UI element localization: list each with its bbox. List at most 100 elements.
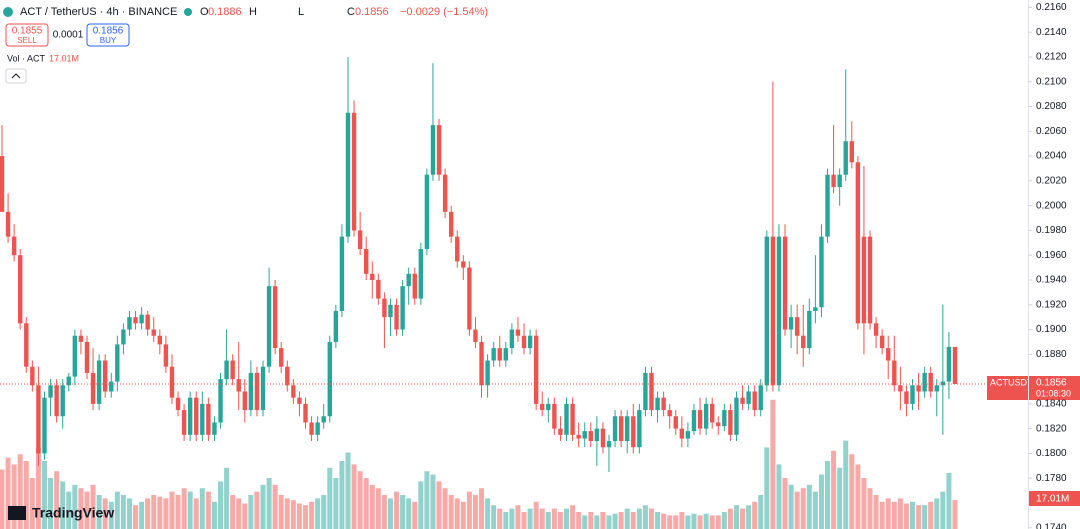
candle-body	[898, 385, 903, 392]
volume-bar	[873, 495, 879, 529]
candle-body	[892, 360, 897, 386]
candle-body	[540, 403, 545, 411]
volume-bar	[466, 491, 472, 529]
candle-body	[552, 403, 557, 429]
candle-body	[187, 397, 193, 435]
y-tick-label: 0.2120	[1036, 52, 1067, 63]
candle-body	[625, 416, 630, 442]
sell-button[interactable]	[5, 23, 49, 47]
volume-bar	[114, 491, 120, 529]
collapse-icon	[11, 73, 21, 79]
candles	[0, 56, 958, 473]
volume-bar	[703, 513, 709, 529]
volume-bar	[242, 503, 248, 529]
volume-bar	[661, 513, 667, 529]
ohlc-label: L	[298, 6, 304, 18]
volume-bar	[454, 498, 460, 529]
candle-body	[279, 348, 284, 367]
symbol-title: ACT / TetherUS · 4h · BINANCE	[20, 6, 177, 18]
volume-bar	[72, 484, 78, 529]
candle-body	[886, 348, 891, 361]
volume-bar	[381, 495, 387, 529]
candle-body	[36, 385, 41, 454]
volume-bar	[406, 498, 412, 529]
candle-body	[558, 428, 563, 435]
candle-body	[42, 397, 47, 454]
candle-body	[315, 422, 320, 435]
volume-bar	[472, 495, 478, 529]
candle-body	[169, 366, 175, 398]
volume-bar	[910, 501, 915, 529]
candle-body	[825, 174, 830, 237]
volume-bar	[23, 461, 29, 529]
volume-bar	[139, 501, 145, 529]
volume-bar	[576, 512, 582, 529]
price-tag	[1029, 376, 1080, 400]
candle-body	[96, 360, 102, 404]
volume-bar	[0, 469, 5, 529]
candle-body	[703, 403, 709, 429]
volume-bar	[758, 495, 764, 529]
candle-body	[181, 410, 187, 435]
volume-bar	[727, 508, 733, 529]
candle-body	[546, 403, 551, 411]
volume-bar	[108, 501, 114, 529]
volume-bar	[369, 484, 375, 529]
candle-body	[509, 329, 515, 349]
volume-bar	[54, 471, 60, 529]
candle-body	[740, 397, 745, 404]
volume-bar	[272, 484, 278, 529]
volume-bar	[187, 491, 193, 529]
candle-body	[78, 335, 84, 342]
candle-body	[849, 141, 854, 163]
volume-bar	[588, 512, 594, 529]
candle-body	[679, 428, 685, 439]
candle-body	[424, 174, 430, 250]
volume-bar	[169, 491, 175, 529]
candle-body	[655, 397, 660, 411]
candle-body	[351, 112, 357, 231]
candle-body	[879, 335, 885, 349]
volume-bar	[818, 474, 824, 529]
volume-bar	[224, 467, 230, 529]
volume-bar	[812, 491, 818, 529]
volume-bar	[96, 495, 102, 529]
candle-body	[758, 385, 763, 411]
candle-body	[716, 422, 721, 427]
volume-bar	[764, 447, 770, 529]
candle-body	[309, 422, 314, 435]
countdown: 01:08:30	[1036, 388, 1071, 398]
candle-body	[121, 329, 126, 345]
candle-body	[691, 410, 697, 432]
volume-bar	[296, 503, 302, 529]
candle-body	[813, 307, 818, 311]
buy-button[interactable]	[86, 23, 130, 47]
candle-body	[206, 403, 211, 435]
candle-body	[127, 317, 132, 330]
volume-bar	[29, 478, 35, 529]
volume-bar	[539, 508, 545, 529]
candle-body	[843, 141, 848, 175]
candle-body	[254, 372, 260, 411]
candle-body	[248, 372, 254, 411]
candle-body	[479, 341, 484, 386]
candle-body	[212, 422, 217, 435]
collapse-button[interactable]	[5, 68, 27, 84]
volume-bar	[357, 471, 363, 529]
ohlc-label: H	[249, 6, 257, 18]
candle-body	[448, 211, 454, 237]
symbol-icon	[3, 7, 13, 17]
ohlc-label: C	[347, 6, 355, 18]
candle-body	[388, 304, 393, 318]
candle-body	[133, 317, 138, 324]
candle-body	[364, 249, 369, 274]
volume-bar	[102, 498, 108, 529]
ohlc-label: O	[200, 6, 209, 18]
y-tick-label: 0.1880	[1036, 349, 1067, 360]
candle-body	[394, 304, 399, 330]
candle-body	[515, 329, 521, 336]
candle-body	[588, 431, 593, 442]
candle-body	[333, 310, 339, 342]
candle-body	[618, 416, 624, 442]
volume-bar	[655, 512, 661, 529]
